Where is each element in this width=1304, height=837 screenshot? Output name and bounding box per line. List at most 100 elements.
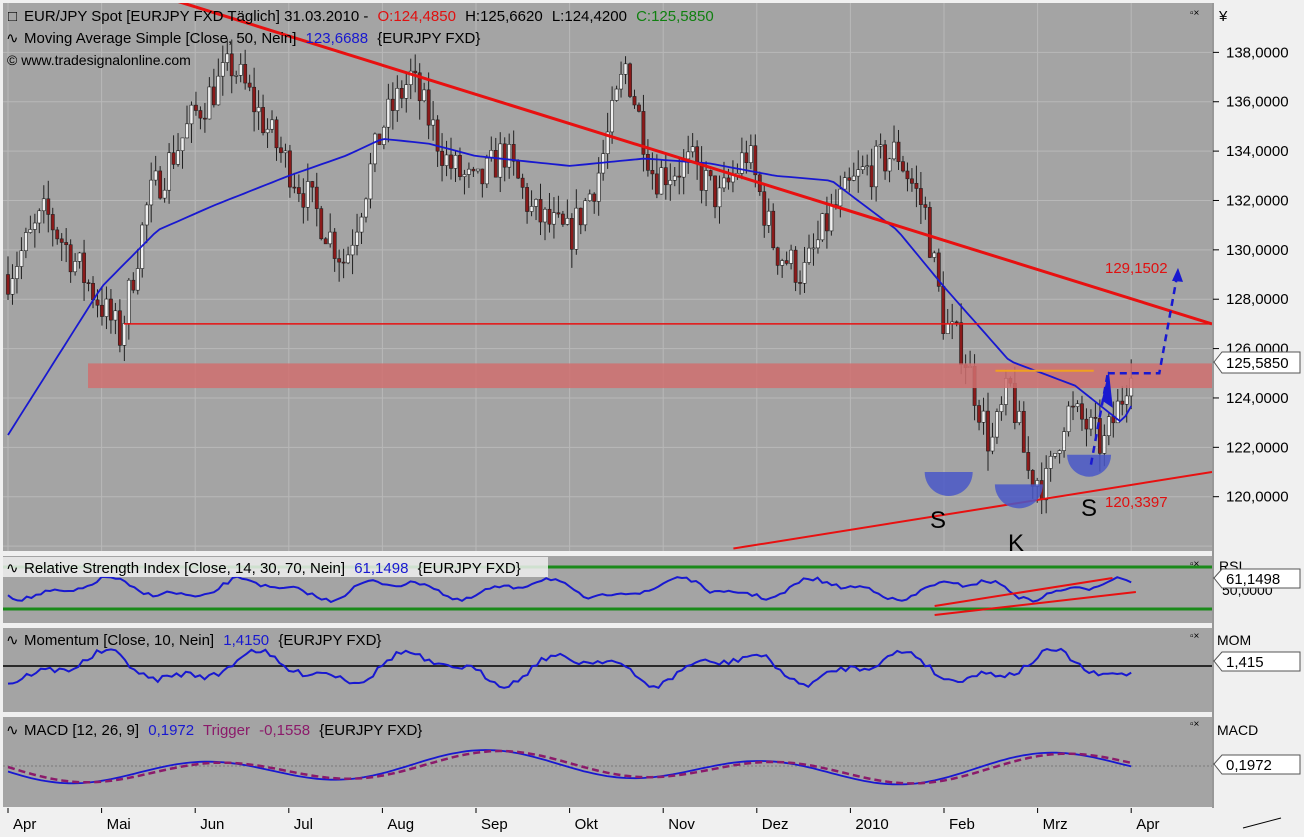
window-icon: □ bbox=[8, 8, 17, 25]
candle-up bbox=[19, 250, 24, 267]
candle-up bbox=[395, 88, 400, 111]
candle-up bbox=[185, 123, 189, 139]
panel-window-controls[interactable]: ▫× ▫× ▫× ▫× bbox=[1190, 8, 1200, 730]
candle-down bbox=[1030, 470, 1035, 487]
candle-down bbox=[1026, 452, 1031, 471]
candle-down bbox=[847, 177, 852, 181]
candle-up bbox=[672, 175, 677, 181]
candle-down bbox=[663, 167, 668, 186]
candle-up bbox=[153, 170, 158, 181]
candle-up bbox=[1089, 417, 1093, 430]
candle-down bbox=[46, 198, 51, 215]
svg-text:∿: ∿ bbox=[6, 560, 19, 577]
momentum-panel-restore-icon: ▫× bbox=[1190, 631, 1200, 642]
candle-up bbox=[373, 133, 377, 165]
candle-up bbox=[1044, 468, 1049, 501]
candle-down bbox=[708, 170, 713, 177]
candle-down bbox=[896, 141, 901, 162]
candle-up bbox=[811, 247, 816, 250]
candle-up bbox=[887, 158, 892, 172]
candle-up bbox=[368, 163, 373, 200]
high-value: H:125,6620 bbox=[465, 8, 543, 25]
candle-up bbox=[659, 167, 664, 195]
candle-down bbox=[525, 187, 529, 212]
candle-down bbox=[784, 260, 789, 264]
resize-handle[interactable] bbox=[1242, 817, 1282, 829]
price-panel bbox=[3, 3, 1212, 551]
price-tick-label: 128,0000 bbox=[1226, 291, 1289, 308]
candle-down bbox=[592, 193, 597, 202]
candle-down bbox=[68, 244, 73, 273]
candle-down bbox=[775, 247, 780, 266]
candle-up bbox=[739, 152, 744, 174]
rsi-value: 61,1498 bbox=[354, 560, 408, 577]
candle-down bbox=[578, 207, 583, 226]
candle-up bbox=[610, 100, 615, 133]
head-label: K bbox=[1008, 530, 1024, 557]
momentum-line bbox=[7, 647, 1132, 689]
left-shoulder-label: S bbox=[930, 507, 946, 534]
candle-down bbox=[941, 286, 946, 334]
rsi-trend-upper bbox=[934, 577, 1113, 607]
projection-arrowhead bbox=[1101, 370, 1113, 408]
candle-down bbox=[158, 170, 163, 199]
candle-down bbox=[323, 238, 328, 245]
candle-down bbox=[905, 170, 910, 180]
candle-down bbox=[825, 213, 829, 232]
candle-up bbox=[619, 74, 623, 90]
candle-down bbox=[435, 119, 440, 152]
candle-up bbox=[856, 169, 861, 177]
candle-down bbox=[229, 53, 234, 77]
candle-down bbox=[211, 86, 216, 106]
candle-up bbox=[256, 107, 261, 113]
candle-up bbox=[816, 239, 820, 249]
month-label: Apr bbox=[1136, 816, 1159, 833]
candle-down bbox=[274, 119, 279, 149]
month-label: Apr bbox=[13, 816, 36, 833]
head-marker bbox=[994, 484, 1043, 509]
candle-up bbox=[404, 84, 409, 99]
macd-panel-restore-icon: ▫× bbox=[1190, 719, 1200, 730]
macd-header: ∿ MACD [12, 26, 9] 0,1972 Trigger -0,155… bbox=[6, 722, 422, 739]
candle-down bbox=[1080, 403, 1084, 420]
rsi-readout-text: 61,1498 bbox=[1226, 571, 1280, 588]
candle-down bbox=[310, 181, 315, 188]
candle-down bbox=[771, 210, 776, 249]
month-label: Mai bbox=[107, 816, 131, 833]
candle-up bbox=[802, 262, 807, 284]
left-shoulder-marker bbox=[924, 472, 973, 497]
price-tick-label: 132,0000 bbox=[1226, 192, 1289, 209]
candle-up bbox=[225, 53, 230, 63]
candle-down bbox=[713, 175, 717, 208]
candle-down bbox=[332, 231, 337, 259]
candle-down bbox=[1084, 418, 1089, 430]
candle-up bbox=[422, 89, 427, 102]
candle-up bbox=[851, 175, 856, 181]
candle-up bbox=[10, 278, 15, 295]
candle-down bbox=[458, 155, 462, 177]
svg-text:EUR/JPY Spot [EURJPY FXD Tägl: EUR/JPY Spot [EURJPY FXD Täglich] 31.03.… bbox=[24, 8, 714, 25]
price-tick-label: 130,0000 bbox=[1226, 242, 1289, 259]
candle-up bbox=[565, 218, 570, 225]
candle-up bbox=[789, 249, 794, 264]
candle-down bbox=[936, 252, 941, 287]
support-label: 120,3397 bbox=[1105, 494, 1168, 511]
month-label: Sep bbox=[481, 816, 508, 833]
candle-up bbox=[104, 298, 109, 317]
ma-suffix: {EURJPY FXD} bbox=[377, 30, 480, 47]
candle-up bbox=[77, 252, 82, 262]
momentum-label: Momentum [Close, 10, Nein] bbox=[24, 632, 214, 649]
candle-up bbox=[529, 206, 534, 212]
candle-up bbox=[1062, 431, 1066, 451]
candle-down bbox=[82, 252, 86, 283]
candle-up bbox=[386, 98, 391, 128]
svg-text:MACD [12, 26, 9] 0,1972: MACD [12, 26, 9] 0,1972 Trigger -0,1558 … bbox=[24, 722, 422, 739]
candle-up bbox=[623, 63, 628, 75]
candle-up bbox=[37, 210, 42, 224]
candle-down bbox=[927, 207, 932, 258]
candle-down bbox=[480, 168, 485, 185]
month-label: Feb bbox=[949, 816, 975, 833]
candle-up bbox=[180, 137, 185, 152]
candle-down bbox=[502, 143, 507, 168]
